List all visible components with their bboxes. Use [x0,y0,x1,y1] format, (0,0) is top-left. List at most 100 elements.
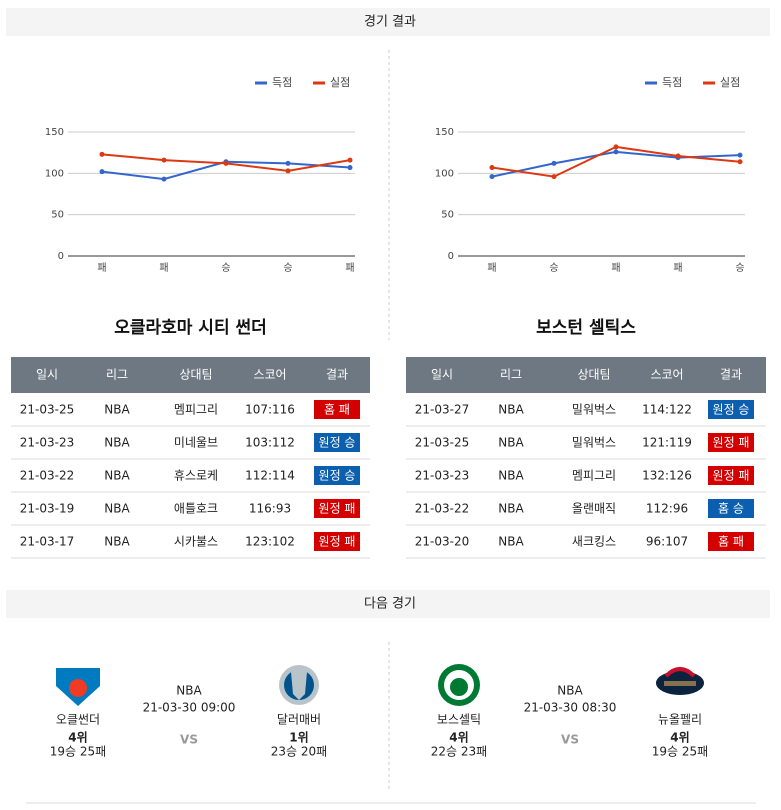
column-header: 스코어 [650,368,683,382]
data-point [285,168,291,174]
legend-label: 득점 [272,76,292,89]
data-point [613,149,619,155]
team-name: 오클썬더 [56,713,100,727]
column-header: 일시 [36,368,58,382]
game-time: 21-03-30 09:00 [143,701,236,715]
result-text: 홈 승 [718,502,744,516]
data-point [223,160,229,166]
table-cell: 121:119 [642,436,692,450]
y-tick-label: 150 [45,127,64,138]
y-tick-label: 100 [45,168,64,179]
table-cell: 밀워벅스 [572,403,616,417]
result-text: 홈 패 [718,535,744,549]
x-tick-label: 승 [735,262,744,274]
team-title: 오클라호마 시티 썬더 [114,318,267,338]
data-point [285,160,291,166]
legend-label: 실점 [720,76,740,89]
data-point [161,157,167,163]
legend-label: 실점 [330,76,350,89]
data-point [737,159,743,165]
table-cell: 21-03-17 [20,535,74,549]
data-point [347,157,353,163]
x-tick-label: 패 [611,262,620,274]
team-record: 19승 25패 [50,745,106,759]
team-record: 19승 25패 [652,745,708,759]
table-cell: 21-03-23 [20,436,74,450]
section-bar [6,590,770,618]
data-point [675,153,681,159]
table-cell: 21-03-27 [415,403,469,417]
team-logo [56,668,100,706]
result-text: 원정 승 [319,469,356,483]
table-cell: 103:112 [245,436,295,450]
x-tick-label: 승 [283,262,292,274]
x-tick-label: 승 [549,262,558,274]
y-tick-label: 150 [435,127,454,138]
table-cell: 112:114 [245,469,295,483]
table-cell: 애틀호크 [174,502,218,516]
result-badge [708,466,754,485]
table-cell: NBA [498,469,524,483]
result-badge [314,433,360,452]
result-text: 원정 패 [319,535,356,549]
column-header: 리그 [106,368,128,382]
table-cell: NBA [498,535,524,549]
table-cell: 21-03-25 [20,403,74,417]
table-cell: 21-03-22 [20,469,74,483]
table-cell: 21-03-19 [20,502,74,516]
team-name: 뉴올펠리 [658,713,702,727]
column-header: 결과 [720,368,742,382]
result-badge [314,400,360,419]
table-cell: 멤피그리 [174,403,218,417]
table-header [11,357,370,393]
section-title: 다음 경기 [364,597,416,612]
game-time: 21-03-30 08:30 [524,701,617,715]
x-tick-label: 패 [487,262,496,274]
team-name: 보스셀틱 [437,713,481,727]
y-tick-label: 0 [448,251,454,262]
team-name: 달러매버 [277,713,321,727]
table-cell: 132:126 [642,469,692,483]
team-logo [438,664,480,706]
result-badge [708,433,754,452]
column-header: 결과 [326,368,348,382]
data-point [99,169,105,175]
table-cell: 휴스로케 [174,469,218,483]
data-point [613,144,619,150]
team-rank: 4위 [670,731,689,745]
data-point [551,160,557,166]
result-badge [708,532,754,551]
table-cell: 멤피그리 [572,469,616,483]
table-cell: 21-03-22 [415,502,469,516]
x-tick-label: 패 [159,262,168,274]
data-point [489,174,495,180]
result-badge [314,466,360,485]
result-badge [314,499,360,518]
section-bar [6,8,770,36]
vs: VS [561,733,579,747]
result-text: 원정 승 [319,436,356,450]
team-rank: 4위 [449,731,468,745]
table-cell: NBA [498,502,524,516]
table-cell: 밀워벅스 [572,436,616,450]
data-point [347,165,353,171]
league: NBA [176,684,202,698]
data-point [737,152,743,158]
column-header: 상대팀 [179,368,212,382]
team-rank: 1위 [289,731,308,745]
vs: VS [180,733,198,747]
x-tick-label: 패 [345,262,354,274]
data-point [99,151,105,157]
data-point [551,174,557,180]
x-tick-label: 패 [97,262,106,274]
table-cell: NBA [104,502,130,516]
result-badge [708,400,754,419]
table-cell: NBA [104,535,130,549]
table-cell: 시카불스 [174,535,218,549]
section-title: 경기 결과 [364,15,416,30]
result-text: 원정 패 [319,502,356,516]
table-cell: 123:102 [245,535,295,549]
data-point [489,165,495,171]
result-text: 원정 패 [713,436,750,450]
